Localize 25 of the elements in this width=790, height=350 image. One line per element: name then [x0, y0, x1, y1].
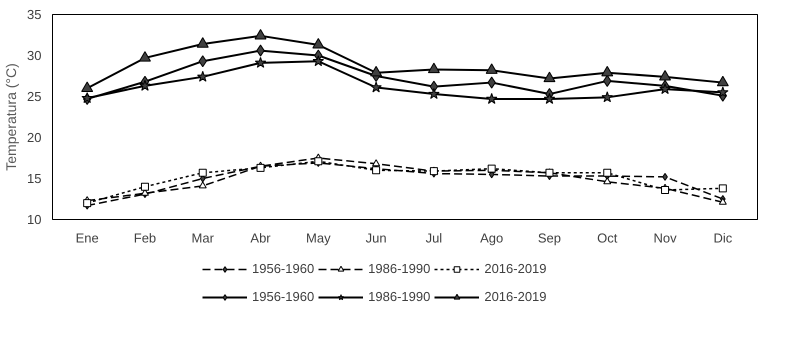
x-tick-label: Jun: [366, 230, 387, 246]
x-tick-label: Jul: [426, 230, 442, 246]
legend-label: 2016-2019: [484, 261, 547, 276]
y-tick-label: 25: [27, 89, 42, 104]
legend-label: 1956-1960: [252, 289, 314, 304]
y-tick-label: 20: [27, 130, 42, 145]
y-tick-label: 30: [27, 48, 42, 63]
x-tick-label: Oct: [597, 230, 618, 246]
legend-label: 1986-1990: [368, 289, 430, 304]
legend-label: 2016-2019: [484, 289, 547, 304]
x-tick-label: Ago: [480, 230, 504, 246]
y-tick-label: 10: [27, 212, 42, 227]
y-axis-title: Temperatura (°C): [3, 63, 20, 171]
x-tick-label: Sep: [538, 230, 562, 246]
x-tick-label: Ene: [76, 230, 99, 246]
x-tick-label: Feb: [134, 230, 156, 246]
y-tick-label: 35: [27, 7, 42, 22]
legend-label: 1956-1960: [252, 261, 314, 276]
x-tick-label: Nov: [653, 230, 678, 246]
x-tick-label: Abr: [250, 230, 272, 246]
x-tick-label: Dic: [713, 230, 733, 246]
y-tick-label: 15: [27, 171, 42, 186]
legend-label: 1986-1990: [368, 261, 430, 276]
x-tick-label: May: [306, 230, 332, 246]
x-tick-label: Mar: [192, 230, 215, 246]
